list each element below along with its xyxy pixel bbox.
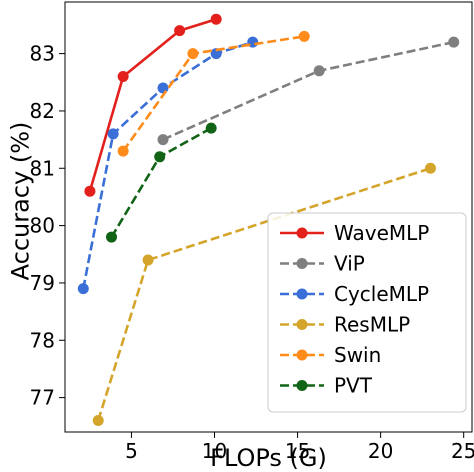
vip-data-point xyxy=(448,36,460,48)
legend-label-resmlp: ResMLP xyxy=(334,313,410,337)
y-tick-label: 82 xyxy=(30,99,55,123)
y-tick-label: 83 xyxy=(30,42,55,66)
x-tick-label: 15 xyxy=(285,439,310,463)
pvt-data-point xyxy=(154,151,166,163)
wavemlp-data-point xyxy=(174,25,186,37)
legend-label-pvt: PVT xyxy=(334,374,373,398)
axes-frame xyxy=(64,1,473,433)
y-tick-label: 79 xyxy=(30,271,55,295)
swin-data-point xyxy=(187,48,199,60)
y-tick-label: 77 xyxy=(30,386,55,410)
pvt-data-point xyxy=(106,231,118,243)
legend-marker-vip xyxy=(296,258,308,269)
vip-data-point xyxy=(157,134,169,146)
x-axis-title: FLOPs (G) xyxy=(210,444,327,472)
legend-label-wavemlp: WaveMLP xyxy=(334,221,429,245)
resmlp-data-point xyxy=(92,415,104,427)
x-tick-label: 20 xyxy=(368,439,393,463)
resmlp-data-point xyxy=(424,162,436,174)
y-tick-label: 78 xyxy=(30,328,55,352)
plot-frame xyxy=(64,1,473,433)
cyclemlp-data-point xyxy=(107,128,119,140)
swin-data-point xyxy=(117,145,129,157)
x-tick-label: 10 xyxy=(202,439,227,463)
wavemlp-series-line xyxy=(88,17,217,192)
pvt-data-point xyxy=(205,122,217,134)
cyclemlp-data-point xyxy=(77,283,89,295)
y-axis-title: Accuracy (%) xyxy=(6,122,34,281)
legend-label-swin: Swin xyxy=(334,343,381,367)
legend-label-cyclemlp: CycleMLP xyxy=(334,282,429,306)
ticks-layer: 5 10 15 20 25 77 78 79 80 81 82 83 xyxy=(30,42,474,463)
wavemlp-data-point xyxy=(117,71,129,83)
y-tick-label: 81 xyxy=(30,156,55,180)
legend-marker-wavemlp xyxy=(296,227,308,239)
swin-data-point xyxy=(298,30,310,42)
cyclemlp-series-line xyxy=(81,40,254,289)
x-tick-label: 25 xyxy=(451,439,474,463)
resmlp-data-point xyxy=(142,254,154,266)
legend: WaveMLP ViP CycleMLP ResMLP Swin PVT xyxy=(267,212,467,413)
x-tick-label: 5 xyxy=(125,439,138,463)
wavemlp-data-point xyxy=(84,185,96,197)
vip-data-point xyxy=(313,65,325,77)
legend-marker-resmlp xyxy=(296,319,308,330)
legend-marker-swin xyxy=(296,349,308,361)
wavemlp-data-point xyxy=(210,13,222,25)
y-tick-label: 80 xyxy=(30,214,55,238)
legend-frame xyxy=(267,212,467,413)
legend-marker-pvt xyxy=(296,380,308,391)
series-layer xyxy=(77,13,460,427)
vip-series-line xyxy=(162,40,454,141)
legend-marker-cyclemlp xyxy=(296,288,308,300)
resmlp-series-line xyxy=(96,167,431,421)
legend-label-vip: ViP xyxy=(334,252,365,276)
